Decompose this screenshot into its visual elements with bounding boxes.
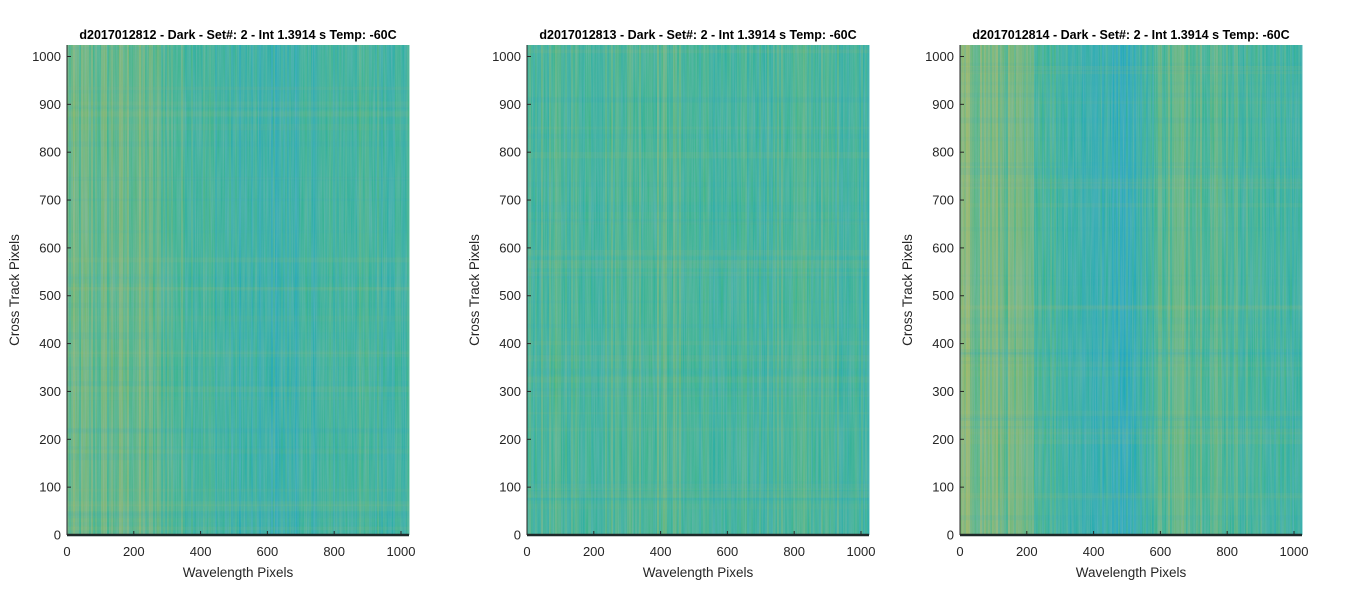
heatmap-panel-3: d2017012814 - Dark - Set#: 2 - Int 1.391… [900, 28, 1308, 580]
panel-3-y-axis-label: Cross Track Pixels [900, 234, 915, 346]
panel-2-y-ticks: 0 100 200 300 400 500 600 700 800 900 1000 [492, 49, 531, 543]
y-tick-label: 900 [932, 97, 954, 112]
y-tick-label: 1000 [925, 49, 954, 64]
panel-2-x-axis-label: Wavelength Pixels [643, 565, 754, 580]
y-tick-label: 600 [39, 240, 61, 255]
panel-2-x-ticks: 0 200 400 600 800 1000 [523, 531, 875, 559]
panel-1-heatmap-grain [67, 45, 409, 535]
x-tick-label: 600 [257, 544, 279, 559]
x-tick-label: 1000 [387, 544, 416, 559]
y-tick-label: 400 [932, 336, 954, 351]
panel-3-title: d2017012814 - Dark - Set#: 2 - Int 1.391… [972, 28, 1289, 42]
x-tick-label: 800 [323, 544, 345, 559]
heatmap-panel-2: d2017012813 - Dark - Set#: 2 - Int 1.391… [467, 28, 875, 580]
x-tick-label: 0 [63, 544, 70, 559]
x-tick-label: 0 [956, 544, 963, 559]
y-tick-label: 0 [947, 528, 954, 543]
y-tick-label: 400 [499, 336, 521, 351]
y-tick-label: 500 [39, 288, 61, 303]
panel-2-y-axis-label: Cross Track Pixels [467, 234, 482, 346]
y-tick-label: 1000 [492, 49, 521, 64]
y-tick-label: 600 [932, 240, 954, 255]
x-tick-label: 0 [523, 544, 530, 559]
y-tick-label: 800 [932, 145, 954, 160]
x-tick-label: 200 [1016, 544, 1038, 559]
y-tick-label: 200 [39, 432, 61, 447]
y-tick-label: 800 [499, 145, 521, 160]
x-tick-label: 400 [190, 544, 212, 559]
y-tick-label: 600 [499, 240, 521, 255]
y-tick-label: 500 [499, 288, 521, 303]
y-tick-label: 1000 [32, 49, 61, 64]
x-tick-label: 400 [1083, 544, 1105, 559]
y-tick-label: 400 [39, 336, 61, 351]
y-tick-label: 200 [499, 432, 521, 447]
y-tick-label: 700 [932, 193, 954, 208]
panel-3-heatmap-grain [960, 45, 1302, 535]
x-tick-label: 800 [783, 544, 805, 559]
panel-1-x-ticks: 0 200 400 600 800 1000 [63, 531, 415, 559]
y-tick-label: 100 [39, 480, 61, 495]
y-tick-label: 700 [39, 193, 61, 208]
panel-3-y-ticks: 0 100 200 300 400 500 600 700 800 900 1000 [925, 49, 964, 543]
panel-1-y-ticks: 0 100 200 300 400 500 600 700 800 900 1000 [32, 49, 71, 543]
heatmap-panel-1: d2017012812 - Dark - Set#: 2 - Int 1.391… [7, 28, 415, 580]
y-tick-label: 500 [932, 288, 954, 303]
x-tick-label: 1000 [847, 544, 876, 559]
y-tick-label: 0 [54, 528, 61, 543]
x-tick-label: 1000 [1280, 544, 1309, 559]
x-tick-label: 600 [1150, 544, 1172, 559]
panel-1-x-axis-label: Wavelength Pixels [183, 565, 294, 580]
y-tick-label: 100 [932, 480, 954, 495]
x-tick-label: 600 [717, 544, 739, 559]
panel-3-x-ticks: 0 200 400 600 800 1000 [956, 531, 1308, 559]
panel-1-title: d2017012812 - Dark - Set#: 2 - Int 1.391… [79, 28, 396, 42]
y-tick-label: 700 [499, 193, 521, 208]
y-tick-label: 800 [39, 145, 61, 160]
y-tick-label: 0 [514, 528, 521, 543]
y-tick-label: 900 [39, 97, 61, 112]
y-tick-label: 100 [499, 480, 521, 495]
x-tick-label: 800 [1216, 544, 1238, 559]
y-tick-label: 200 [932, 432, 954, 447]
panel-3-x-axis-label: Wavelength Pixels [1076, 565, 1187, 580]
panel-2-title: d2017012813 - Dark - Set#: 2 - Int 1.391… [539, 28, 856, 42]
panel-1-y-axis-label: Cross Track Pixels [7, 234, 22, 346]
y-tick-label: 300 [39, 384, 61, 399]
y-tick-label: 300 [499, 384, 521, 399]
x-tick-label: 200 [583, 544, 605, 559]
x-tick-label: 200 [123, 544, 145, 559]
panel-2-heatmap-grain [527, 45, 869, 535]
y-tick-label: 900 [499, 97, 521, 112]
x-tick-label: 400 [650, 544, 672, 559]
y-tick-label: 300 [932, 384, 954, 399]
